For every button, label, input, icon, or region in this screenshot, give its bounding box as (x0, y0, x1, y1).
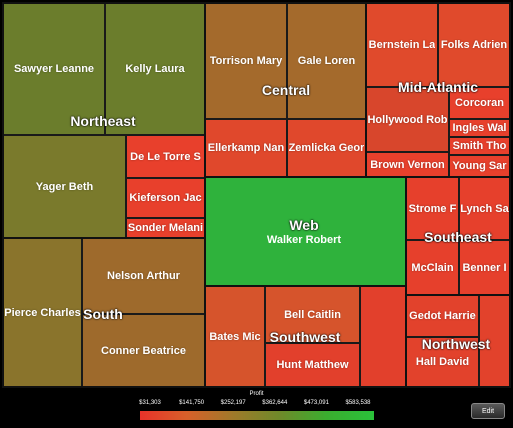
treemap-cell[interactable]: Pierce Charles (3, 238, 82, 387)
cell-label: Kelly Laura (125, 63, 185, 75)
treemap-cell[interactable]: Gedot Harrie (406, 295, 479, 337)
treemap-cell[interactable]: Conner Beatrice (82, 314, 205, 387)
legend-tick-label: $362,644 (262, 400, 288, 406)
cell-label: Bates Mic (209, 330, 261, 343)
treemap-cell[interactable]: Smith Tho (449, 137, 510, 155)
legend-tick-label: $31,303 (139, 400, 161, 406)
treemap-cell[interactable] (205, 177, 406, 286)
treemap-cell[interactable]: Bell Caitlin (265, 286, 360, 343)
treemap-cell[interactable]: Corcoran (449, 87, 510, 119)
cell-label: Conner Beatrice (101, 344, 186, 357)
cell-label: Lynch Sa (460, 202, 509, 215)
cell-label: Gedot Harrie (409, 310, 476, 322)
edit-button[interactable]: Edit (471, 403, 505, 419)
treemap-cell[interactable] (479, 295, 510, 387)
legend-tick-label: $141,750 (179, 400, 205, 406)
treemap-cell[interactable]: Young Sar (449, 155, 510, 177)
treemap-cell[interactable]: Torrison Mary (205, 3, 287, 119)
cell-label: Zemlicka Geor (288, 142, 365, 154)
treemap: Sawyer Leanne Kelly Laura Yager Beth De Le … (2, 2, 511, 388)
cell-label: Pierce Charles (4, 306, 81, 319)
treemap-cell[interactable]: Bates Mic (205, 286, 265, 387)
treemap-cell[interactable]: Brown Vernon (366, 152, 449, 177)
treemap-cell[interactable]: Hollywood Rob (366, 87, 449, 152)
treemap-cell[interactable]: Hall David (406, 337, 479, 387)
treemap-cell[interactable]: McClain (406, 240, 459, 295)
legend-tick-label: $473,091 (303, 400, 329, 406)
treemap-cell[interactable]: Sawyer Leanne (3, 3, 105, 135)
cell-label: Ingles Wal (452, 122, 507, 134)
cell-label: Bell Caitlin (284, 308, 341, 321)
cell-label: Bernstein La (368, 39, 436, 51)
legend-tick-label: $583,538 (345, 400, 371, 406)
treemap-cell[interactable] (360, 286, 406, 387)
cell-label: Strome F (408, 202, 457, 215)
cell-label: Brown Vernon (370, 158, 445, 171)
treemap-cell[interactable]: Sonder Melani (126, 218, 205, 238)
cell-label: Young Sar (452, 160, 507, 172)
treemap-cell[interactable]: Ingles Wal (449, 119, 510, 137)
legend: Profit $31,303 $141,750 $252,197 $362,644 $4… (0, 390, 513, 428)
cell-label: Hunt Matthew (276, 359, 349, 371)
legend-title: Profit (249, 391, 264, 397)
cell-label: Gale Loren (297, 55, 356, 67)
treemap-cell[interactable]: Lynch Sa (459, 177, 510, 240)
cell-label: Folks Adrien (440, 39, 508, 51)
treemap-cell[interactable]: Hunt Matthew (265, 343, 360, 387)
treemap-cell[interactable]: Ellerkamp Nan (205, 119, 287, 177)
cell-label: Torrison Mary (209, 55, 283, 67)
treemap-cell[interactable]: Folks Adrien (438, 3, 510, 87)
treemap-cell[interactable]: Zemlicka Geor (287, 119, 366, 177)
cell-label: Sonder Melani (127, 222, 204, 234)
cell-label: Kieferson Jac (129, 192, 202, 204)
cell-label: Yager Beth (35, 180, 94, 193)
cell-label: Sawyer Leanne (13, 63, 95, 75)
treemap-cell[interactable]: Kieferson Jac (126, 178, 205, 218)
cell-label: Ellerkamp Nan (207, 142, 285, 154)
treemap-cell[interactable]: Strome F (406, 177, 459, 240)
cell-label: Nelson Arthur (107, 270, 180, 282)
treemap-cell[interactable]: De Le Torre S (126, 135, 205, 178)
treemap-cell[interactable]: Yager Beth (3, 135, 126, 238)
legend-gradient-bar (140, 411, 374, 420)
cell-label: Hollywood Rob (367, 113, 448, 126)
cell-label: Hall David (415, 356, 470, 368)
cell-label: Smith Tho (452, 140, 507, 152)
cell-label: McClain (411, 261, 454, 274)
treemap-cell[interactable]: Nelson Arthur (82, 238, 205, 314)
cell-label: Corcoran (455, 97, 504, 109)
treemap-cell[interactable]: Bernstein La (366, 3, 438, 87)
cell-label: Benner I (462, 261, 507, 274)
cell-label: De Le Torre S (130, 150, 201, 163)
treemap-cell[interactable]: Gale Loren (287, 3, 366, 119)
treemap-cell[interactable]: Benner I (459, 240, 510, 295)
legend-tick-label: $252,197 (220, 400, 246, 406)
treemap-cell[interactable]: Kelly Laura (105, 3, 205, 135)
